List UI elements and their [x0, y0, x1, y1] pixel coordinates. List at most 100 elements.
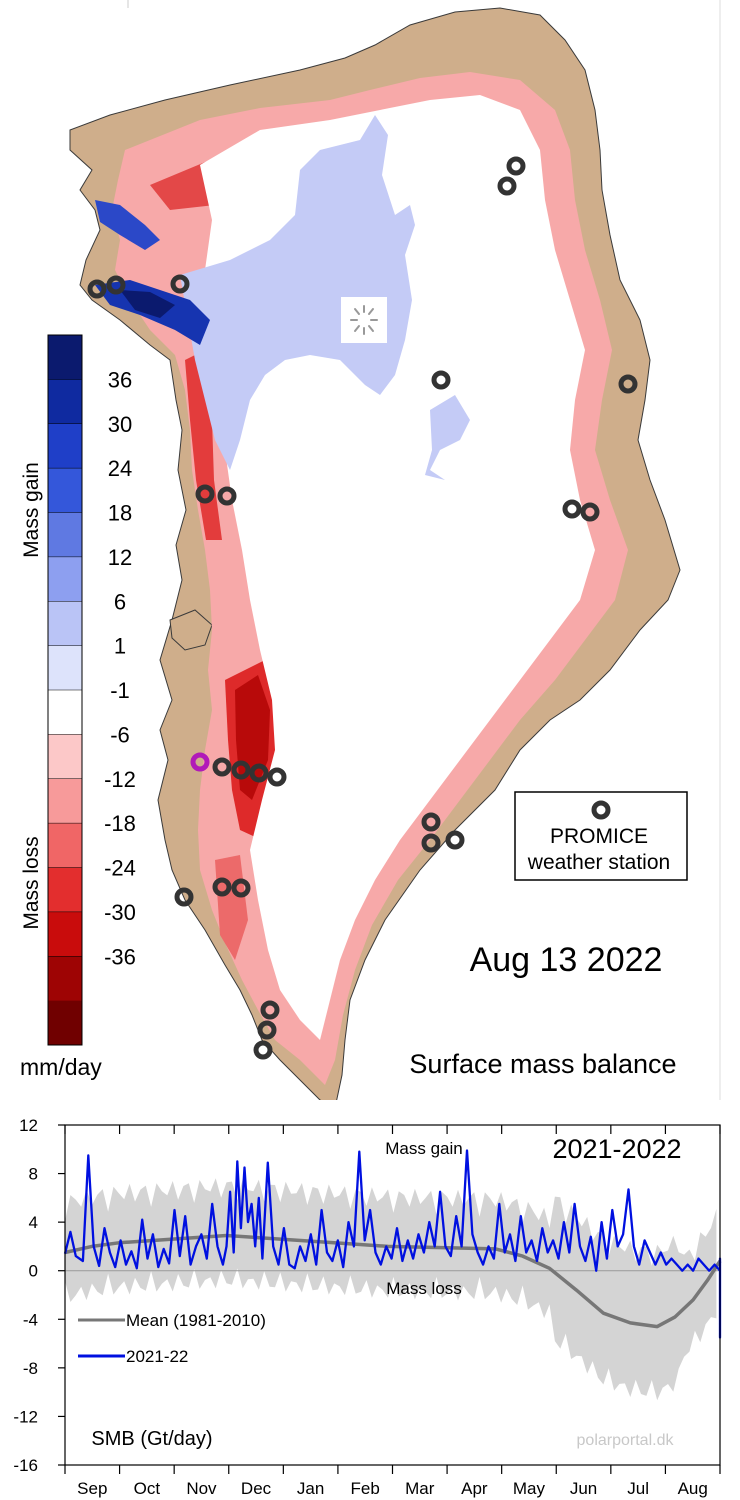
colorbar-tick-label: -36: [104, 944, 136, 969]
colorbar-segment: [48, 690, 82, 735]
colorbar-segment: [48, 601, 82, 647]
colorbar: 36 30 24 18 12 6 1 -1 -6 -12 -18 -24 -30 -36: [47, 334, 136, 1046]
legend-label-2021-22: 2021-22: [126, 1347, 188, 1366]
loading-spinner-box: [341, 297, 387, 343]
station-ring-icon: [257, 1020, 277, 1040]
unit-label: mm/day: [20, 1054, 102, 1080]
station-ring-icon: [267, 767, 287, 787]
legend-label-mean: Mean (1981-2010): [126, 1311, 266, 1330]
x-tick-label: Aug: [678, 1479, 708, 1498]
station-ring-icon: [231, 878, 251, 898]
y-axis-label: SMB (Gt/day): [91, 1428, 212, 1450]
colorbar-tick-label: 12: [108, 545, 132, 570]
station-ring-icon: [421, 833, 441, 853]
station-ring-icon: [421, 812, 441, 832]
ice-gain-patch-east: [425, 395, 470, 480]
credit-label: polarportal.dk: [577, 1432, 675, 1449]
x-tick-label: Jan: [297, 1479, 324, 1498]
y-tick-label: -12: [13, 1407, 38, 1426]
colorbar-segment: [48, 335, 82, 380]
x-tick-label: Jun: [570, 1479, 597, 1498]
colorbar-segment: [48, 1000, 82, 1046]
colorbar-tick-label: -1: [110, 678, 130, 703]
smb-timeseries-chart: 12 8 4 0 -4 -8 -12 -16 Sep Oct Nov Dec Jan Feb Mar Apr…: [13, 1116, 722, 1498]
station-ring-icon: [212, 757, 232, 777]
colorbar-tick-label: -24: [104, 856, 136, 881]
station-ring-icon: [217, 486, 237, 506]
y-tick-label: 4: [29, 1213, 38, 1232]
mass-gain-axis-label: Mass gain: [20, 462, 43, 558]
x-tick-label: Dec: [241, 1479, 272, 1498]
colorbar-segment: [48, 867, 82, 913]
colorbar-tick-label: -6: [110, 722, 130, 747]
y-tick-label: -8: [23, 1359, 38, 1378]
x-tick-label: Oct: [134, 1479, 161, 1498]
loading-spinner-icon: [350, 305, 378, 335]
station-ring-icon: [106, 275, 126, 295]
x-tick-label: Feb: [351, 1479, 380, 1498]
ice-gain-interior: [180, 115, 415, 470]
colorbar-tick-label: 36: [108, 367, 132, 392]
mass-gain-annotation: Mass gain: [385, 1139, 462, 1158]
station-ring-icon: [580, 502, 600, 522]
colorbar-tick-label: 18: [108, 501, 132, 526]
highlighted-station-icon: [190, 752, 210, 772]
map-title: Surface mass balance: [409, 1049, 676, 1079]
x-axis: Sep Oct Nov Dec Jan Feb Mar Apr May Jun Jul Aug: [64, 1125, 721, 1498]
ice-gain-strong-west-core: [120, 290, 175, 318]
mass-loss-annotation: Mass loss: [386, 1279, 462, 1298]
y-tick-label: 8: [29, 1165, 38, 1184]
colorbar-segment: [48, 956, 82, 1002]
x-tick-label: Sep: [77, 1479, 107, 1498]
station-ring-icon: [260, 1000, 280, 1020]
station-ring-icon: [231, 760, 251, 780]
y-axis: 12 8 4 0 -4 -8 -12 -16: [13, 1116, 65, 1475]
colorbar-segment: [48, 468, 82, 513]
station-ring-icon: [506, 156, 526, 176]
colorbar-segment: [48, 512, 82, 558]
station-markers: [87, 156, 638, 1060]
station-ring-icon: [431, 370, 451, 390]
colorbar-segment: [48, 823, 82, 868]
station-legend-box: [514, 791, 688, 881]
station-ring-icon: [253, 1040, 273, 1060]
colorbar-segment: [48, 778, 82, 824]
x-tick-label: May: [513, 1479, 546, 1498]
x-tick-label: Jul: [627, 1479, 649, 1498]
x-tick-label: Nov: [186, 1479, 217, 1498]
y-tick-label: -4: [23, 1310, 38, 1329]
date-label: Aug 13 2022: [470, 941, 663, 979]
colorbar-segment: [48, 423, 82, 469]
y-tick-label: -16: [13, 1456, 38, 1475]
x-tick-label: Apr: [461, 1479, 488, 1498]
greenland-smb-map: 36 30 24 18 12 6 1 -1 -6 -12 -18 -24 -30 -36 Mass gai…: [20, 0, 721, 1100]
colorbar-segment: [48, 379, 82, 425]
chart-title: 2021-2022: [552, 1134, 681, 1164]
station-ring-icon: [249, 763, 269, 783]
station-ring-icon: [591, 800, 611, 820]
x-tick-label: Mar: [405, 1479, 435, 1498]
colorbar-tick-label: -30: [104, 900, 136, 925]
colorbar-tick-label: 24: [108, 456, 132, 481]
colorbar-tick-label: 1: [114, 634, 126, 659]
station-ring-icon: [174, 887, 194, 907]
station-ring-icon: [87, 279, 107, 299]
colorbar-segment: [48, 556, 82, 602]
y-tick-label: 12: [19, 1116, 38, 1135]
colorbar-tick-label: 30: [108, 412, 132, 437]
station-legend-line1: PROMICE: [550, 825, 648, 848]
station-ring-icon: [497, 176, 517, 196]
colorbar-segment: [48, 911, 82, 957]
station-legend-line2: weather station: [527, 851, 670, 874]
mass-loss-axis-label: Mass loss: [20, 836, 43, 929]
colorbar-tick-label: -12: [104, 767, 136, 792]
station-ring-icon: [445, 830, 465, 850]
station-ring-icon: [562, 499, 582, 519]
chart-legend: Mean (1981-2010) 2021-22: [78, 1311, 266, 1366]
disko-island: [169, 609, 213, 651]
colorbar-tick-label: -18: [104, 811, 136, 836]
colorbar-tick-label: 6: [114, 589, 126, 614]
station-ring-icon: [212, 877, 232, 897]
ice-gain-strong-northwest: [95, 200, 160, 250]
station-ring-icon: [618, 374, 638, 394]
